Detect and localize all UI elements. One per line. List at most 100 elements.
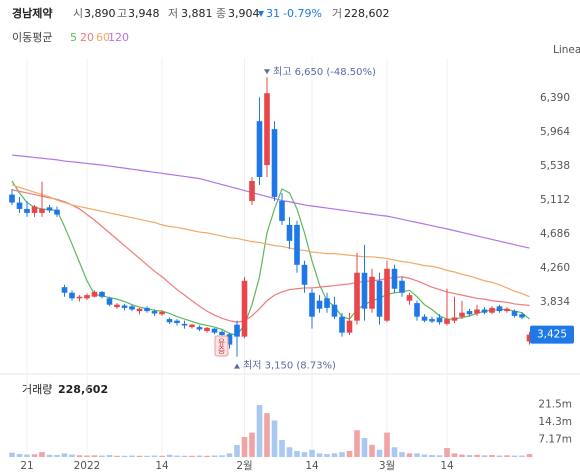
candle-body <box>346 320 353 333</box>
candle-body <box>241 280 248 337</box>
y-tick-label: 5,964 <box>540 126 570 138</box>
volume-bar <box>369 444 375 457</box>
candle-body <box>61 287 68 293</box>
volume-bar <box>211 455 218 457</box>
candle-body <box>384 268 390 321</box>
volume-title: 거래량 <box>22 383 52 396</box>
candle-body <box>166 319 173 323</box>
candle-body <box>249 180 255 201</box>
volume-bar <box>234 445 240 457</box>
scale-label: Linear <box>553 44 580 56</box>
volume-bar <box>264 413 270 457</box>
volume-bar <box>226 453 233 457</box>
volume-bar <box>69 454 75 457</box>
candle-body <box>99 291 105 297</box>
volume-bar <box>481 455 488 457</box>
candle-body <box>511 311 518 316</box>
volume-total: 228,602 <box>58 383 108 396</box>
candle-body <box>466 311 473 315</box>
volume-bar <box>309 449 315 457</box>
candle-body <box>129 306 135 310</box>
volume-bar <box>54 455 60 457</box>
candle-body <box>84 295 90 299</box>
candle-body <box>406 295 413 301</box>
y-tick-label: 6,390 <box>540 92 570 104</box>
volume-bar <box>339 452 345 457</box>
candle-body <box>136 308 143 312</box>
volume-bar <box>301 452 308 457</box>
candle-body <box>354 272 360 321</box>
volume-bar <box>421 454 428 457</box>
volume-bar <box>436 455 443 457</box>
y-tick-label: 3,834 <box>540 296 570 308</box>
candle-body <box>459 312 465 317</box>
candle-body <box>444 319 450 324</box>
candle-body <box>399 280 405 293</box>
candle-body <box>256 121 263 178</box>
volume-bar <box>196 455 203 457</box>
volume-tick-label: 14.3m <box>538 416 572 428</box>
candle-body <box>76 296 83 299</box>
volume-bar <box>121 455 128 457</box>
candle-body <box>181 323 188 326</box>
volume-bar <box>271 420 278 457</box>
candle-body <box>151 311 158 314</box>
candle-body <box>106 298 113 305</box>
volume-bar <box>61 453 68 457</box>
volume-bar <box>444 447 450 457</box>
volume-bar <box>151 455 158 457</box>
candle-body <box>91 291 98 297</box>
y-tick-label: 4,686 <box>540 228 570 240</box>
change-value: 31 <box>266 7 280 20</box>
candle-body <box>159 311 165 315</box>
volume-bar <box>526 454 533 457</box>
volume-bar <box>504 455 510 457</box>
volume-bar <box>361 437 368 457</box>
candle-body <box>451 317 458 321</box>
candle-body <box>24 208 30 213</box>
candle-body <box>46 207 53 211</box>
candle-body <box>279 200 285 221</box>
candle-body <box>226 334 233 345</box>
volume-bar <box>46 454 53 457</box>
candle-body <box>114 304 120 308</box>
y-tick-label: 4,260 <box>540 262 570 274</box>
candle-body <box>219 331 225 336</box>
candle-body <box>324 298 330 308</box>
moving-average-line <box>11 180 530 336</box>
candle-body <box>369 276 375 309</box>
candle-body <box>16 202 23 209</box>
candle-body <box>144 307 150 312</box>
candle-body <box>504 308 510 312</box>
volume-bar <box>249 432 255 457</box>
header-label: 저 <box>168 7 178 20</box>
candle-body <box>481 309 488 313</box>
candle-body <box>309 292 315 317</box>
volume-bar <box>376 449 383 457</box>
candle-body <box>391 268 398 289</box>
volume-bar <box>451 453 458 457</box>
volume-bar <box>166 454 173 457</box>
header-value: 228,602 <box>344 7 390 20</box>
volume-bar <box>99 455 105 457</box>
candle-body <box>414 303 420 317</box>
volume-bar <box>256 405 263 457</box>
header-label: 고 <box>117 7 127 20</box>
x-tick-label: 14 <box>155 460 169 472</box>
y-tick-label: 5,538 <box>540 160 570 172</box>
x-tick-label: 14 <box>440 460 454 472</box>
candle-body <box>519 314 525 318</box>
header-label: 시 <box>73 7 83 20</box>
candle-body <box>31 206 38 213</box>
legend-entry: 120 <box>108 31 129 44</box>
candle-body <box>264 93 270 166</box>
candle-body <box>376 280 383 317</box>
moving-average-line <box>11 154 530 249</box>
candle-body <box>196 327 203 330</box>
candle-body <box>271 129 278 197</box>
legend-entry: 20 <box>80 31 94 44</box>
header-label: 종 <box>216 7 226 20</box>
volume-bar <box>174 455 180 457</box>
candle-body <box>496 306 503 312</box>
